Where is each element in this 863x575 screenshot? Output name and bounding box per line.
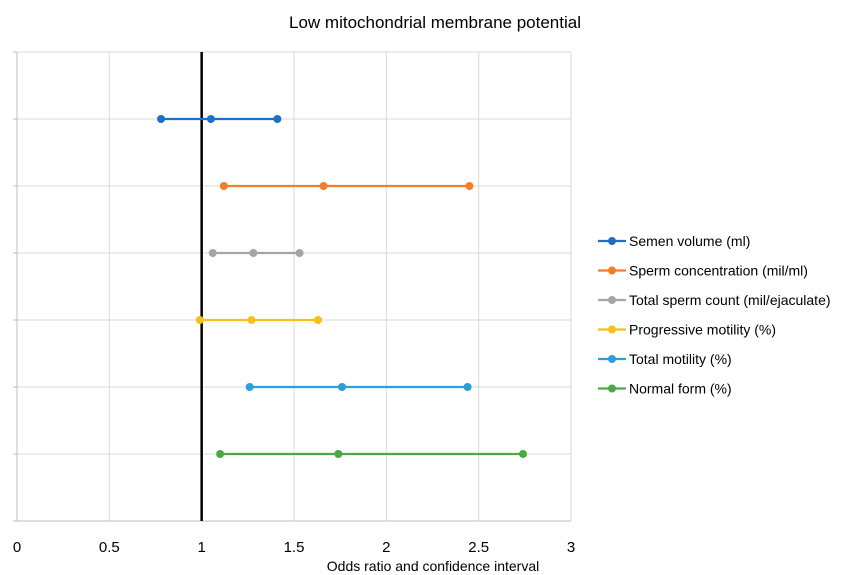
x-tick-label: 0 — [13, 539, 21, 556]
point-upper — [465, 182, 474, 190]
legend-swatch-marker — [608, 266, 616, 275]
point-lower — [216, 450, 225, 458]
point-estimate — [249, 249, 258, 257]
chart-title: Low mitochondrial membrane potential — [289, 13, 581, 32]
point-estimate — [206, 115, 215, 123]
legend-swatch-marker — [608, 355, 616, 363]
legend-label: Total sperm count (mil/ejaculate) — [629, 292, 831, 308]
legend-swatch-marker — [608, 296, 616, 304]
legend-label: Semen volume (ml) — [629, 233, 750, 249]
point-upper — [518, 450, 527, 458]
legend-label: Sperm concentration (mil/ml) — [629, 263, 808, 279]
legend-label: Total motility (%) — [629, 351, 732, 367]
legend-label: Normal form (%) — [629, 381, 732, 397]
series-6 — [216, 450, 527, 458]
point-upper — [463, 383, 472, 391]
series-group — [157, 115, 527, 458]
x-tick-label: 2.5 — [468, 539, 489, 556]
x-axis-title: Odds ratio and confidence interval — [327, 558, 539, 574]
point-estimate — [319, 182, 328, 190]
legend-swatch-marker — [608, 237, 616, 245]
axes — [13, 51, 571, 522]
x-tick-label: 2 — [382, 539, 390, 556]
point-lower — [219, 182, 228, 190]
point-upper — [295, 249, 304, 257]
point-upper — [273, 115, 282, 123]
point-estimate — [338, 383, 347, 391]
legend: Semen volume (ml) Sperm concentration (mi… — [598, 233, 831, 397]
series-2 — [219, 182, 474, 190]
x-tick-labels: 0 0.5 1 1.5 2 2.5 3 — [13, 539, 575, 556]
series-1 — [157, 115, 282, 123]
legend-item: Progressive motility (%) — [598, 322, 776, 338]
legend-item: Normal form (%) — [598, 381, 732, 397]
legend-swatch-marker — [608, 384, 616, 393]
series-4 — [195, 316, 323, 324]
grid-lines — [17, 51, 572, 521]
point-estimate — [334, 450, 343, 458]
legend-label: Progressive motility (%) — [629, 322, 776, 338]
point-lower — [157, 115, 166, 123]
point-upper — [314, 316, 323, 324]
legend-item: Total motility (%) — [598, 351, 732, 367]
x-tick-label: 1 — [197, 539, 205, 556]
series-5 — [245, 383, 472, 391]
series-3 — [208, 249, 304, 257]
x-tick-label: 1.5 — [284, 539, 305, 556]
legend-item: Total sperm count (mil/ejaculate) — [598, 292, 831, 308]
legend-swatch-marker — [608, 325, 616, 334]
legend-item: Sperm concentration (mil/ml) — [598, 263, 808, 279]
x-tick-label: 0.5 — [99, 539, 120, 556]
point-lower — [208, 249, 217, 257]
point-estimate — [247, 316, 256, 324]
legend-item: Semen volume (ml) — [598, 233, 750, 249]
point-lower — [245, 383, 254, 391]
point-lower — [195, 316, 204, 324]
x-tick-label: 3 — [567, 539, 575, 556]
